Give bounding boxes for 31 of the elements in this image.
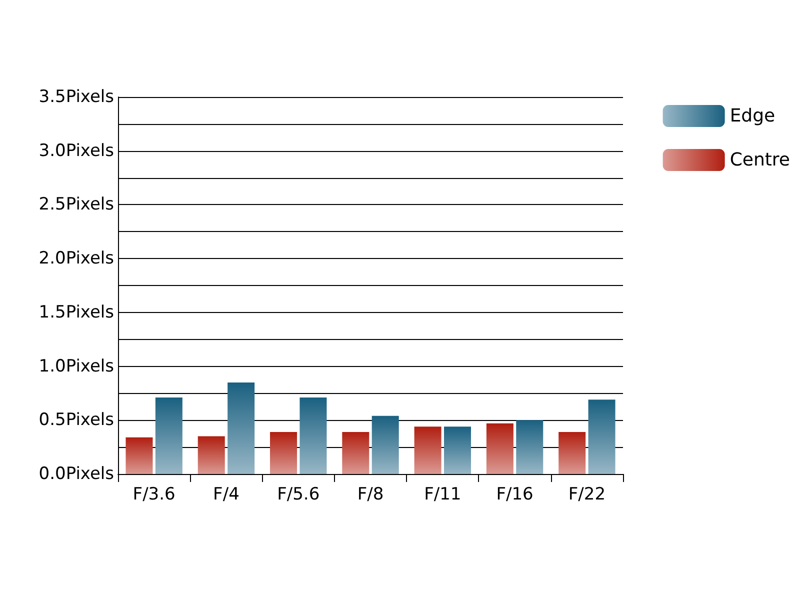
bar [342, 432, 370, 474]
bar [372, 416, 399, 474]
legend-label: Centre [730, 150, 790, 170]
bar [300, 398, 327, 474]
bar [414, 426, 442, 474]
bar [558, 432, 586, 474]
y-tick-label: 2.5Pixels [38, 194, 114, 215]
x-tick-label: F/4 [213, 484, 240, 504]
y-tick-label: 1.5Pixels [38, 302, 114, 322]
bar [155, 398, 182, 474]
bar [228, 382, 255, 474]
y-tick-label: 0.5Pixels [38, 410, 114, 430]
y-tick-label: 2.0Pixels [38, 248, 114, 269]
y-tick-label: 3.0Pixels [38, 140, 114, 161]
y-tick-label: 0.0Pixels [38, 464, 114, 484]
bar [198, 436, 225, 474]
bar [270, 432, 298, 474]
y-tick-label: 3.5Pixels [38, 87, 114, 107]
x-tick-label: F/8 [357, 484, 384, 504]
x-tick-label: F/11 [424, 484, 462, 504]
y-tick-label: 1.0Pixels [38, 356, 114, 376]
legend-label: Edge [730, 106, 776, 126]
x-tick-label: F/16 [496, 484, 534, 504]
x-tick-label: F/22 [568, 484, 606, 504]
x-tick-label: F/3.6 [132, 484, 176, 504]
bar [516, 420, 544, 474]
bar [486, 423, 514, 474]
bar [126, 437, 153, 474]
x-tick-label: F/5.6 [277, 484, 320, 504]
bar [444, 426, 471, 474]
bar [588, 400, 616, 474]
